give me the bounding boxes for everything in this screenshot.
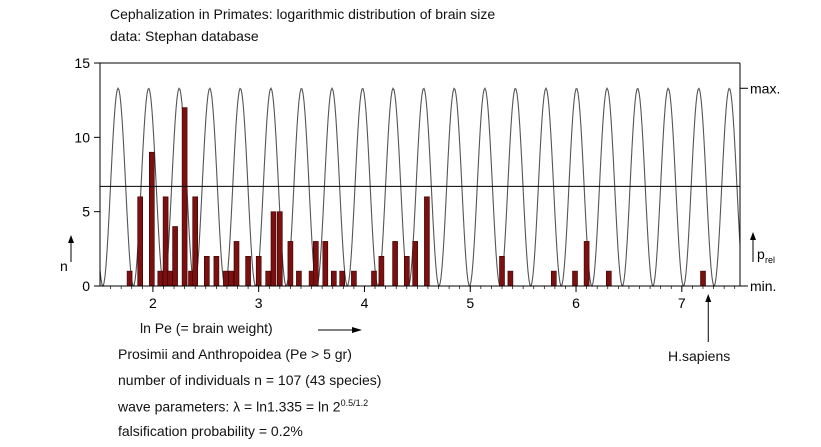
bar-1 [137,196,143,287]
y-tick-label: 5 [82,204,90,220]
p-rel-subscript: rel [765,255,775,265]
wave-path [99,87,741,288]
bar-28 [371,270,377,287]
y-axis-label: n [60,258,68,274]
bar-25 [330,270,337,287]
bar-14 [233,241,240,287]
bar-19 [276,211,283,287]
bar-29 [378,255,385,287]
x-tick-label: 7 [678,295,686,311]
ticks: 0 5 10 15 2 3 4 5 6 7 [74,55,736,311]
chart-title: Cephalization in Primates: logarithmic d… [110,6,496,22]
bar-2 [149,151,155,287]
x-arrow-head [352,327,362,333]
bar-15 [245,255,251,287]
h-sapiens-arrow-head [705,294,712,302]
x-tick-label: 2 [149,295,157,311]
x-tick-label: 4 [361,295,369,311]
bar-7 [181,107,188,287]
bar-5 [167,270,173,287]
bar-34 [499,255,505,287]
bar-32 [412,241,419,287]
x-tick-label: 6 [572,295,580,311]
wave-curve [99,87,741,288]
h-sapiens-annotation: H.sapiens [668,348,731,364]
p-rel-label: p [757,246,765,262]
bar-37 [572,270,578,287]
side-labels: max. min. p rel n [60,80,780,342]
info-line-3: wave parameters: λ = ln1.335 = ln 20.5/1… [118,398,368,415]
y-tick-label: 10 [74,129,90,145]
info-line-1: Prosimii and Anthropoidea (Pe > 5 gr) [118,346,352,362]
y-tick-label: 0 [82,278,90,294]
max-label: max. [750,80,780,96]
bar-16 [255,255,262,287]
bar-31 [403,255,410,287]
bar-12 [223,270,229,287]
bar-3 [157,270,164,287]
info-line-4: falsification probability = 0.2% [118,423,303,439]
info-line-3-exponent: 0.5/1.2 [340,398,369,408]
bar-17 [265,270,272,287]
y-tick-label: 15 [74,55,90,71]
bar-24 [322,241,329,287]
chart-subtitle: data: Stephan database [110,28,259,44]
bar-10 [204,255,210,287]
bar-30 [392,241,398,287]
bar-36 [550,270,557,287]
min-label: min. [750,278,776,294]
bar-40 [700,270,706,287]
bar-35 [507,270,514,287]
x-tick-label: 5 [466,295,474,311]
x-axis-label: ln Pe (= brain weight) [140,320,273,336]
bar-27 [351,270,357,287]
n-arrow-head [68,235,74,243]
bar-9 [192,196,198,287]
bar-23 [312,241,319,287]
x-axis-label-text: ln Pe (= brain weight) [140,320,273,336]
bar-0 [126,270,133,287]
bar-13 [228,270,234,287]
bar-11 [213,255,220,287]
bar-18 [270,211,277,287]
bar-6 [172,226,178,287]
bar-38 [583,241,590,287]
info-line-2: number of individuals n = 107 (43 specie… [118,372,382,388]
bar-39 [605,270,612,287]
axes [99,62,741,287]
x-tick-label: 3 [255,295,263,311]
bar-21 [296,270,302,287]
p-rel-arrow-head [750,232,756,240]
bar-33 [424,196,430,287]
bar-20 [287,241,294,287]
bar-26 [339,270,346,287]
info-line-3-text: wave parameters: λ = ln1.335 = ln 2 [118,398,341,415]
